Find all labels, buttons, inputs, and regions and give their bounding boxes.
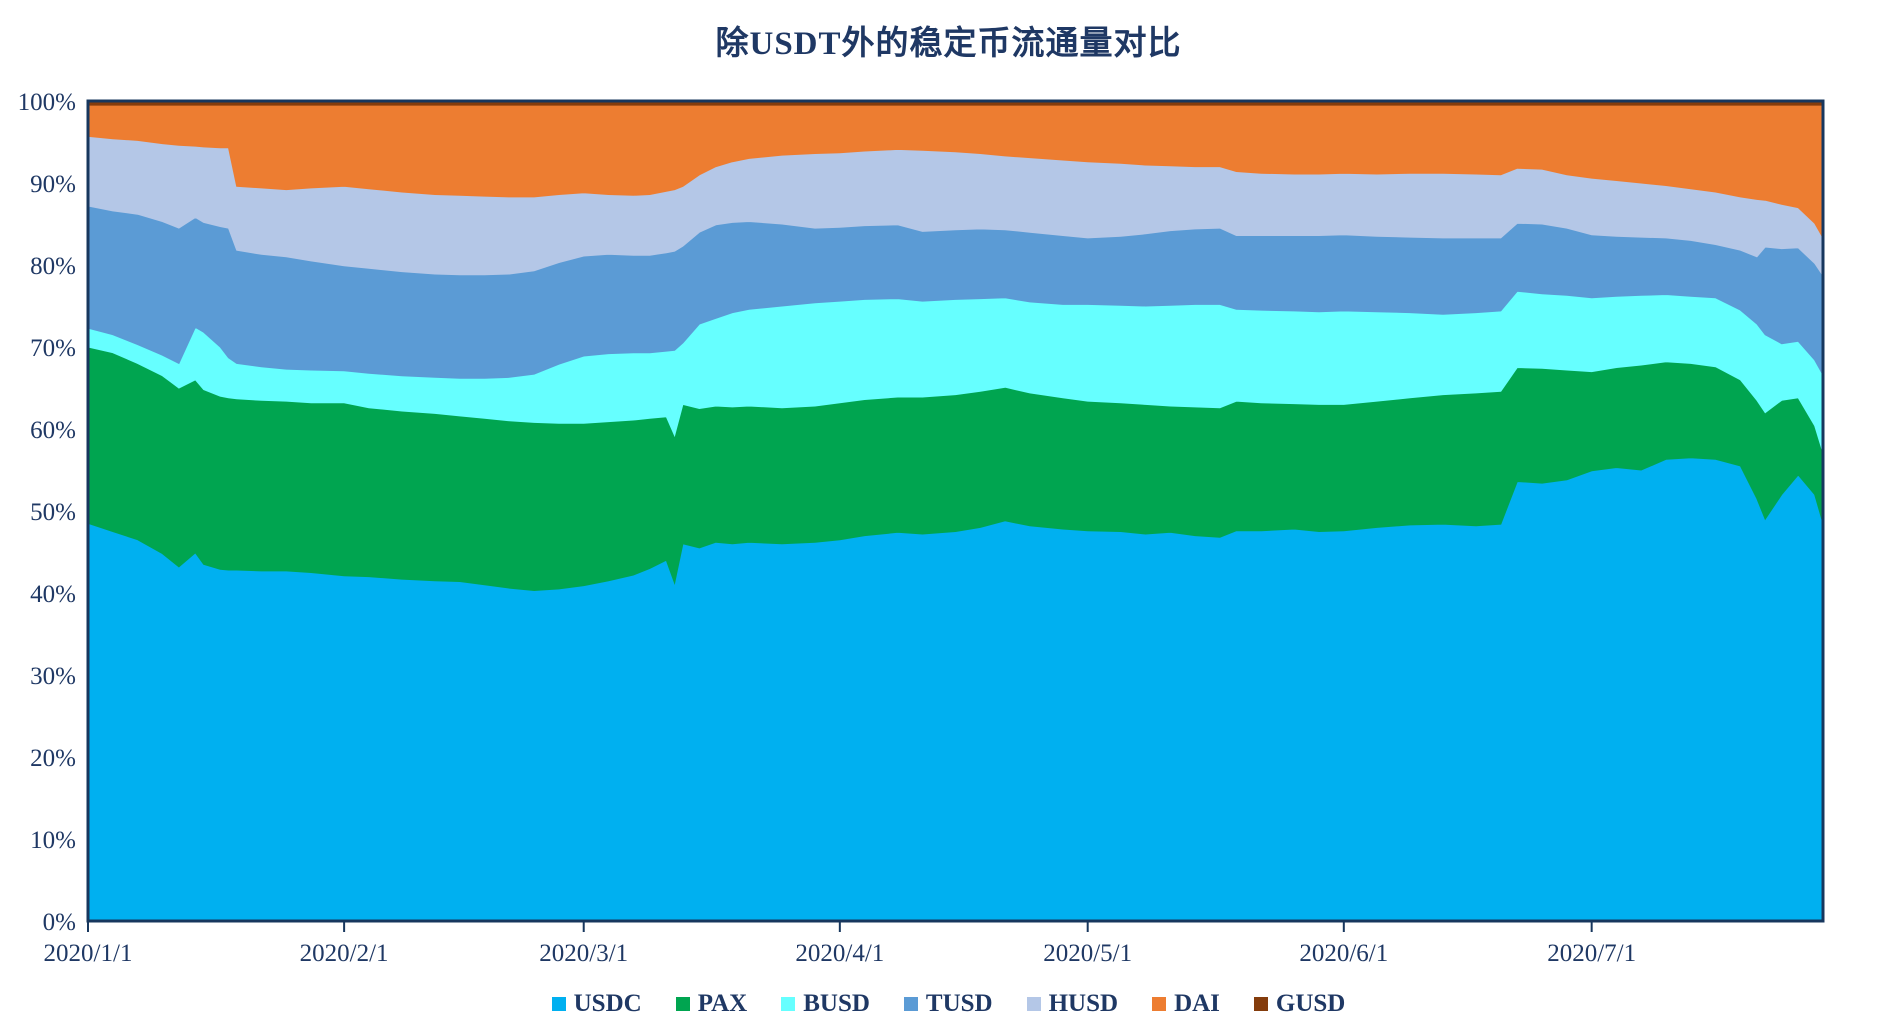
legend-swatch-tusd xyxy=(903,997,918,1011)
plot-border xyxy=(86,99,1825,923)
y-tick-label: 30% xyxy=(30,663,76,690)
plot-areas xyxy=(87,100,1824,922)
x-tick-label: 2020/1/1 xyxy=(44,940,133,967)
legend-item-husd: HUSD xyxy=(1026,990,1119,1018)
legend-item-dai: DAI xyxy=(1152,990,1220,1018)
legend-item-pax: PAX xyxy=(675,990,748,1018)
legend-label-usdc: USDC xyxy=(573,990,642,1017)
legend-label-tusd: TUSD xyxy=(925,990,993,1017)
y-tick-label: 80% xyxy=(30,253,76,280)
x-tick-label: 2020/2/1 xyxy=(300,940,389,967)
legend-swatch-dai xyxy=(1152,997,1167,1011)
y-axis-labels: 0% 10% 20% 30% 40% 50% 60% 70% 80% 90% 100% xyxy=(18,89,76,936)
legend-label-busd: BUSD xyxy=(803,990,870,1017)
chart-title: 除USDT外的稳定币流通量对比 xyxy=(715,26,1182,62)
y-tick-label: 0% xyxy=(43,909,76,936)
legend-item-tusd: TUSD xyxy=(903,990,993,1018)
y-tick-label: 70% xyxy=(30,335,76,362)
legend: USDC PAX BUSD TUSD HUSD DAI GUSD xyxy=(0,990,1897,1018)
x-axis-ticks xyxy=(87,922,1593,932)
legend-item-busd: BUSD xyxy=(781,990,870,1018)
x-tick-label: 2020/6/1 xyxy=(1299,940,1388,967)
legend-item-gusd: GUSD xyxy=(1253,990,1346,1018)
legend-swatch-usdc xyxy=(551,997,566,1011)
x-axis-labels: 2020/1/1 2020/2/1 2020/3/1 2020/4/1 2020/5/1… xyxy=(44,940,1637,967)
y-tick-label: 60% xyxy=(30,417,76,444)
x-tick-label: 2020/4/1 xyxy=(795,940,884,967)
y-tick-label: 10% xyxy=(30,827,76,854)
x-tick-label: 2020/3/1 xyxy=(539,940,628,967)
legend-swatch-gusd xyxy=(1253,997,1268,1011)
legend-swatch-pax xyxy=(675,997,690,1011)
legend-label-gusd: GUSD xyxy=(1275,990,1346,1017)
legend-swatch-busd xyxy=(781,997,796,1011)
legend-label-pax: PAX xyxy=(697,990,748,1017)
y-tick-label: 20% xyxy=(30,745,76,772)
y-tick-label: 100% xyxy=(18,89,76,116)
legend-label-dai: DAI xyxy=(1174,990,1220,1017)
y-tick-label: 40% xyxy=(30,581,76,608)
legend-swatch-husd xyxy=(1026,997,1041,1011)
legend-item-usdc: USDC xyxy=(551,990,642,1018)
legend-label-husd: HUSD xyxy=(1048,990,1119,1017)
y-tick-label: 90% xyxy=(30,171,76,198)
y-tick-label: 50% xyxy=(30,499,76,526)
x-tick-label: 2020/5/1 xyxy=(1043,940,1132,967)
x-tick-label: 2020/7/1 xyxy=(1547,940,1636,967)
